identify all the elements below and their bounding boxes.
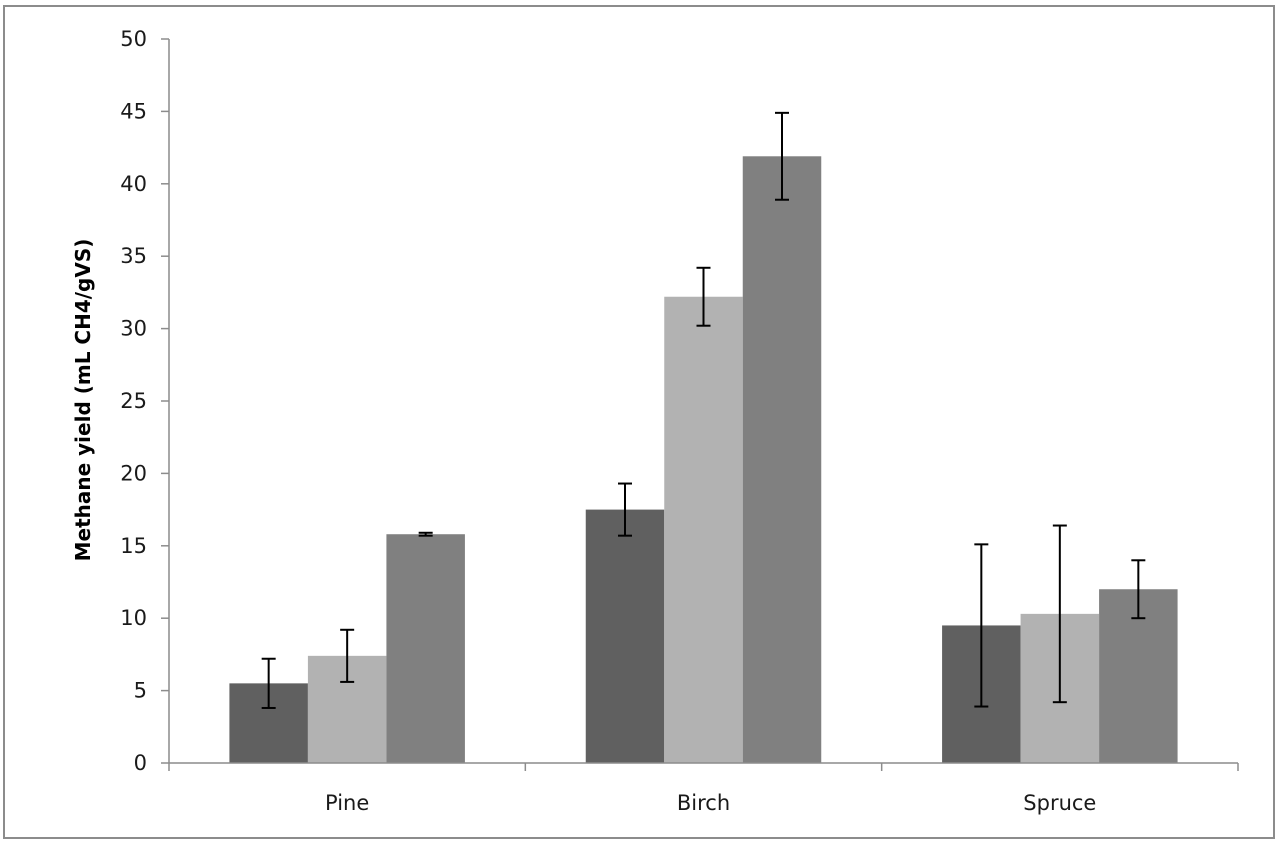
y-tick-label: 30	[120, 317, 147, 341]
y-tick-label: 35	[120, 244, 147, 268]
x-category-label: Spruce	[1023, 791, 1096, 815]
y-tick-label: 5	[134, 679, 147, 703]
x-category-label: Birch	[677, 791, 730, 815]
x-category-label: Pine	[325, 791, 369, 815]
y-tick-label: 40	[120, 172, 147, 196]
error-bars-layer	[261, 111, 1146, 709]
y-tick-label: 50	[120, 27, 147, 51]
y-tick-label: 20	[120, 461, 147, 485]
bar	[664, 296, 743, 763]
bar	[742, 156, 822, 764]
y-axis-title: Methane yield (mL CH4/gVS)	[71, 239, 95, 562]
y-tick-label: 25	[120, 389, 147, 413]
bars-layer	[229, 156, 1178, 764]
axes-layer: 0 5 10 15 20 25 30 35 40 45 50 Pine Birch Spruce	[120, 27, 1239, 815]
y-tick-label: 15	[120, 534, 147, 558]
bar	[585, 509, 665, 763]
y-tick-label: 45	[120, 99, 147, 123]
y-tick-label: 0	[134, 751, 147, 775]
y-tick-label: 10	[120, 606, 147, 630]
bar	[386, 534, 465, 763]
